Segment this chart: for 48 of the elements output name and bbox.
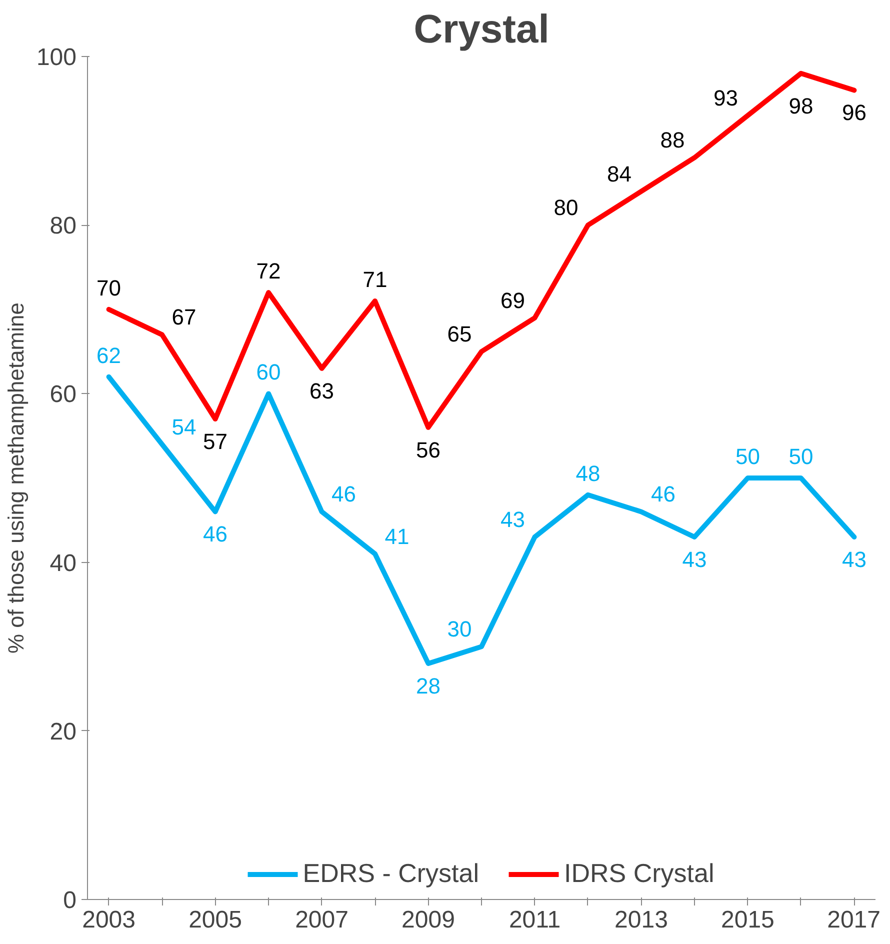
data-label: 71 (362, 266, 388, 292)
data-label: 62 (96, 342, 122, 368)
data-label: 48 (576, 460, 600, 486)
x-tick-label: 2009 (402, 906, 455, 934)
data-label: 30 (447, 616, 472, 642)
data-label: 43 (682, 547, 707, 572)
data-label: 88 (660, 128, 685, 153)
x-tick-label: 2017 (827, 906, 880, 934)
y-tick-label: 40 (50, 550, 77, 577)
data-label: 80 (554, 195, 578, 220)
data-label: 50 (735, 444, 760, 469)
legend-label: IDRS Crystal (564, 858, 714, 889)
chart-title: Crystal (414, 8, 550, 52)
data-label: 98 (788, 93, 814, 118)
data-label: 67 (172, 304, 196, 330)
data-label: 96 (842, 100, 866, 126)
data-label: 65 (447, 322, 472, 347)
data-label: 50 (788, 444, 814, 469)
data-label: 60 (256, 360, 281, 385)
data-label: 69 (500, 288, 525, 313)
data-label: 57 (203, 428, 228, 454)
y-tick-label: 20 (50, 718, 77, 746)
x-tick-label: 2013 (614, 906, 668, 934)
y-tick-label: 0 (63, 887, 77, 914)
y-tick-label: 80 (50, 212, 77, 240)
data-label: 41 (384, 524, 410, 549)
data-label: 56 (416, 437, 441, 462)
data-label: 43 (500, 507, 525, 532)
y-tick-label: 60 (50, 381, 77, 408)
y-tick-label: 100 (36, 44, 77, 71)
x-tick-label: 2007 (295, 906, 348, 934)
x-tick-label: 2011 (508, 906, 561, 934)
x-tick-label: 2015 (721, 906, 774, 934)
x-tick-label: 2005 (188, 906, 242, 934)
data-label: 46 (332, 482, 356, 507)
data-label: 93 (713, 86, 738, 111)
data-label: 54 (172, 414, 196, 440)
data-label: 84 (606, 161, 632, 186)
data-label: 63 (310, 378, 334, 404)
data-label: 70 (96, 275, 122, 300)
x-tick-label: 2003 (82, 906, 136, 934)
data-label: 46 (203, 522, 228, 547)
data-label: 72 (256, 258, 281, 284)
y-axis-title: % of those using methamphetamine (3, 302, 28, 654)
data-label: 43 (842, 547, 866, 572)
legend-label: EDRS - Crystal (302, 858, 479, 889)
data-label: 46 (650, 482, 676, 507)
data-label: 28 (416, 673, 441, 698)
